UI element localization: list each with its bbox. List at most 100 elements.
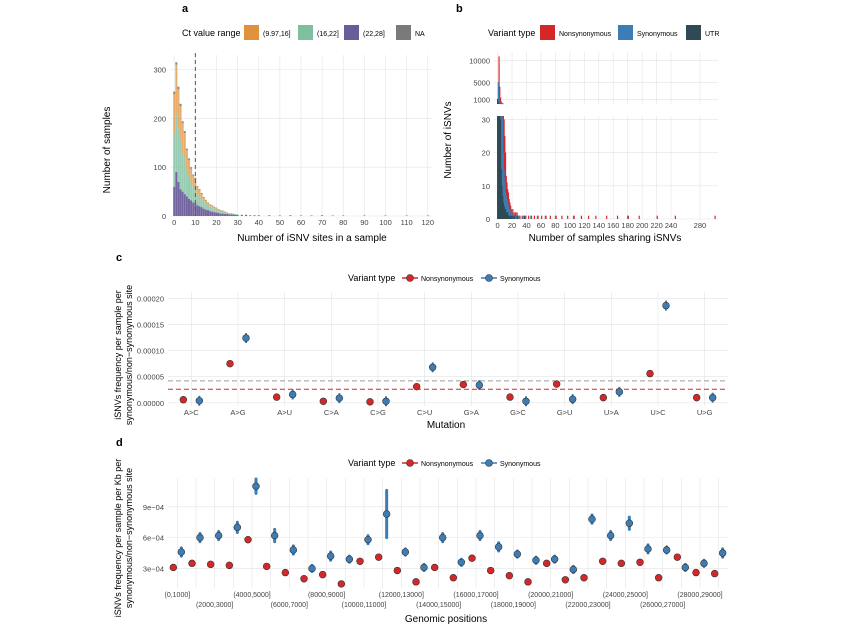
a-bar-2-7 — [188, 159, 191, 175]
b-x-tick-3: 60 — [537, 221, 545, 230]
d-point-nonsyn-4 — [244, 535, 252, 544]
legend-a-title: Ct value range — [182, 28, 241, 38]
c-x-tick-10: U>C — [650, 408, 666, 417]
a-y-axis-title: Number of samples — [102, 107, 113, 194]
a-bar-0-25 — [226, 214, 229, 216]
a-bar-0-17 — [209, 211, 212, 216]
a-bar-2-16 — [207, 202, 210, 206]
d-point-syn-23 — [606, 531, 615, 540]
b-bar-lower-0-16 — [509, 205, 512, 219]
b-bar-lower-1-5 — [501, 116, 503, 219]
a-bar-3-6 — [185, 148, 188, 151]
d-point-nonsyn-3 — [225, 561, 234, 570]
a-bar-2-14 — [202, 197, 205, 202]
d-point-syn-7 — [308, 564, 316, 573]
b-bar-lower-2-20 — [513, 215, 515, 219]
b-y-axis-title: Number of iSNVs — [443, 101, 454, 178]
a-bar-2-9 — [192, 175, 195, 186]
c-point-1-6 — [475, 381, 484, 389]
a-bar-2-24 — [223, 212, 226, 213]
a-bar-3-12 — [198, 189, 201, 191]
a-bar-3-18 — [211, 205, 214, 206]
a-bar-2-15 — [204, 200, 207, 204]
c-point-1-8 — [568, 395, 577, 403]
a-bar-2-0 — [173, 94, 176, 134]
a-bar-1-7 — [188, 174, 191, 199]
b-bar-lower-2-7 — [502, 195, 504, 219]
legend-b-swatch-2 — [618, 25, 633, 40]
a-bar-1-26 — [228, 213, 231, 215]
a-bar-3-13 — [200, 193, 203, 195]
a-bar-2-13 — [200, 194, 203, 199]
a-bar-0-46 — [405, 215, 408, 217]
d-y-axis-title-line2: synonymous/non−synonymous site — [124, 468, 134, 608]
b-bar-lower-0-8 — [504, 135, 506, 219]
b-bar-lower-2-4 — [499, 119, 502, 219]
a-bar-1-4 — [181, 152, 184, 192]
a-bar-2-20 — [215, 208, 218, 210]
c-x-tick-6: G>A — [464, 408, 479, 417]
a-bar-1-31 — [240, 214, 243, 216]
d-point-nonsyn-10 — [356, 557, 364, 565]
legend-c-label-1: Nonsynonymous — [421, 276, 474, 283]
b-bar-lower-1-31 — [544, 215, 546, 219]
legend-c-dot-2 — [485, 274, 493, 282]
a-bar-3-4 — [181, 121, 184, 124]
b-bar-lower-2-19 — [512, 215, 514, 219]
b-bar-lower-1-8 — [503, 169, 505, 219]
c-point-1-0 — [195, 397, 204, 405]
a-bar-3-16 — [207, 202, 210, 203]
c-x-tick-8: G>U — [557, 408, 573, 417]
c-y-tick-2: 0.00010 — [137, 347, 164, 356]
a-bar-0-3 — [179, 189, 182, 216]
b-bar-lower-1-23 — [518, 215, 520, 219]
d-point-nonsyn-13 — [412, 578, 420, 586]
a-bar-1-18 — [211, 207, 214, 212]
b-x-tick-6: 120 — [578, 221, 591, 230]
b-x-tick-9: 180 — [621, 221, 634, 230]
a-bar-1-28 — [232, 213, 235, 215]
d-x-tick-top-0: (0,1000] — [164, 592, 190, 599]
b-bar-lower-0-33 — [555, 215, 557, 219]
b-bar-lower-2-22 — [516, 215, 518, 219]
a-bar-2-3 — [179, 106, 182, 141]
a-bar-1-14 — [202, 201, 205, 209]
d-point-nonsyn-1 — [188, 559, 196, 568]
legend-c: Variant type Nonsynonymous Synonymous — [348, 273, 541, 283]
a-bar-0-47 — [426, 215, 429, 217]
c-x-tick-11: U>G — [697, 408, 713, 417]
a-bar-1-33 — [249, 215, 252, 216]
b-bar-lower-0-25 — [525, 215, 527, 219]
d-point-syn-21 — [569, 565, 578, 574]
d-point-nonsyn-18 — [505, 571, 514, 580]
d-point-nonsyn-20 — [542, 559, 551, 568]
a-bar-0-21 — [217, 213, 220, 216]
legend-a-label-4: NA — [415, 31, 425, 38]
a-x-tick-5: 50 — [276, 218, 284, 227]
legend-a: Ct value range (9.97,16] (16,22] (22,28]… — [182, 25, 425, 40]
legend-d-title: Variant type — [348, 458, 395, 468]
b-bar-lower-2-15 — [507, 215, 510, 219]
a-y-tick-0: 0 — [162, 212, 166, 221]
b-x-tick-11: 220 — [650, 221, 663, 230]
d-x-tick-top-8: (8000,9000] — [308, 592, 345, 599]
c-x-tick-4: C>G — [370, 408, 386, 417]
b-bar-lower-2-0 — [497, 116, 499, 219]
b-bar-lower-0-45 — [674, 215, 676, 219]
b-bar-lower-2-8 — [502, 202, 505, 219]
a-bar-1-36 — [268, 215, 271, 216]
b-bar-lower-2-13 — [506, 212, 508, 219]
b-bar-upper-0-4 — [501, 102, 503, 104]
b-bar-lower-2-11 — [504, 209, 507, 219]
c-point-1-9 — [615, 388, 624, 396]
a-bar-2-8 — [190, 168, 193, 181]
a-x-tick-4: 40 — [255, 218, 263, 227]
genomic-position-plot: 3e−04 6e−04 9e−04 (0,1000] (2000,3000](4000,… — [143, 477, 728, 609]
d-point-syn-17 — [494, 543, 503, 551]
a-bar-2-1 — [175, 64, 178, 114]
b-bar-lower-2-6 — [501, 185, 503, 219]
b-bar-upper-1-4 — [500, 103, 502, 104]
d-point-syn-14 — [438, 533, 447, 542]
a-bar-0-28 — [232, 214, 235, 216]
a-x-tick-3: 30 — [233, 218, 241, 227]
